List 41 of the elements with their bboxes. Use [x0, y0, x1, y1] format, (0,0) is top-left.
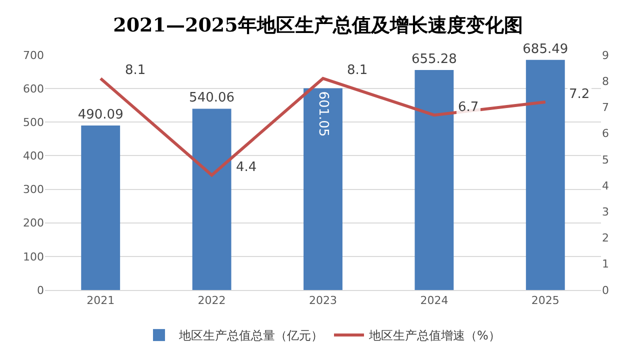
y2-tick-label: 2	[602, 232, 609, 245]
bar	[526, 60, 565, 290]
bar	[81, 125, 120, 290]
y-tick-label: 200	[23, 216, 44, 230]
legend-label: 地区生产总值总量（亿元）	[178, 328, 323, 343]
x-tick-label: 2023	[309, 294, 337, 308]
x-tick-label: 2022	[198, 294, 226, 308]
y2-tick-label: 5	[602, 153, 609, 166]
data-label: 540.06	[189, 90, 235, 106]
legend-label: 地区生产总值增速（%）	[368, 328, 500, 343]
x-tick-label: 2024	[420, 294, 448, 308]
data-label: 8.1	[347, 63, 368, 78]
y-tick-label: 700	[23, 48, 44, 62]
y2-tick-label: 9	[602, 48, 609, 62]
y-tick-label: 400	[23, 150, 44, 163]
y-tick-label: 100	[23, 250, 44, 264]
y-tick-label: 600	[23, 82, 44, 96]
y-tick-label: 0	[37, 284, 44, 297]
data-label: 685.49	[522, 42, 568, 57]
y-tick-label: 500	[23, 116, 44, 129]
y2-tick-label: 8	[602, 74, 609, 88]
chart-title: 2021—2025年地区生产总值及增长速度变化图	[113, 14, 523, 36]
data-label: 7.2	[569, 87, 590, 102]
x-tick-label: 2021	[86, 294, 115, 308]
y2-tick-label: 3	[602, 206, 609, 219]
y2-tick-label: 6	[602, 127, 609, 140]
data-label: 601.05	[316, 91, 330, 137]
bar	[192, 108, 232, 290]
data-label: 655.28	[411, 52, 457, 68]
data-label: 6.7	[458, 100, 479, 115]
y2-tick-label: 1	[602, 258, 609, 271]
data-label: 8.1	[125, 63, 146, 78]
data-label: 490.09	[78, 107, 124, 122]
data-label: 4.4	[236, 160, 257, 175]
y2-tick-label: 7	[602, 101, 609, 114]
bar	[414, 70, 454, 290]
y2-tick-label: 0	[602, 284, 609, 297]
y-tick-label: 300	[23, 183, 44, 196]
bar	[304, 88, 342, 290]
y2-tick-label: 4	[602, 179, 609, 192]
x-tick-label: 2025	[531, 294, 560, 308]
